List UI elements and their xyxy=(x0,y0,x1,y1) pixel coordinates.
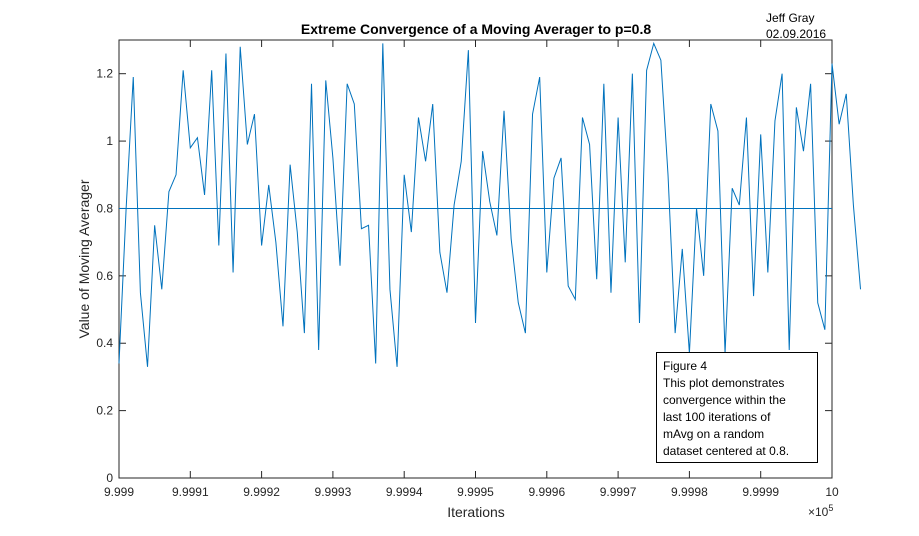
x-axis-exponent: ×105 xyxy=(808,503,833,519)
annotation-line: last 100 iterations of xyxy=(663,410,771,424)
annotation-line: mAvg on a random xyxy=(663,427,765,441)
y-tick-label: 0.2 xyxy=(96,404,113,418)
x-tick-label: 9.9999 xyxy=(742,485,779,499)
x-tick-label: 9.999 xyxy=(104,485,134,499)
y-tick-label: 1.2 xyxy=(96,67,113,81)
x-axis-exponent-base: ×10 xyxy=(808,505,829,519)
annotation-line: convergence within the xyxy=(663,393,786,407)
x-tick-label: 9.9997 xyxy=(600,485,637,499)
y-tick-label: 0.6 xyxy=(96,269,113,283)
author-name: Jeff Gray xyxy=(766,11,814,25)
chart-title: Extreme Convergence of a Moving Averager… xyxy=(301,21,651,37)
x-tick-label: 10 xyxy=(825,485,839,499)
y-tick-label: 0.8 xyxy=(96,201,113,215)
x-tick-label: 9.9991 xyxy=(172,485,209,499)
x-tick-label: 9.9995 xyxy=(457,485,494,499)
y-axis-tick-labels: 0 0.2 0.4 0.6 0.8 1 1.2 xyxy=(96,67,113,485)
y-axis-label: Value of Moving Averager xyxy=(76,179,92,338)
annotation-line: dataset centered at 0.8. xyxy=(663,444,790,458)
x-axis-exponent-power: 5 xyxy=(828,503,833,513)
annotation-box: Figure 4 This plot demonstrates converge… xyxy=(656,352,818,463)
x-axis-label: Iterations xyxy=(447,504,505,520)
annotation-line: This plot demonstrates xyxy=(663,376,785,390)
y-tick-label: 1 xyxy=(106,134,113,148)
x-tick-label: 9.9998 xyxy=(671,485,708,499)
y-tick-label: 0.4 xyxy=(96,336,113,350)
x-tick-label: 9.9992 xyxy=(243,485,280,499)
x-tick-label: 9.9996 xyxy=(528,485,565,499)
series-line-moving-average xyxy=(118,41,862,367)
author-date: 02.09.2016 xyxy=(766,27,826,41)
x-tick-label: 9.9993 xyxy=(315,485,352,499)
x-tick-label: 9.9994 xyxy=(386,485,423,499)
x-axis-ticks xyxy=(118,40,833,478)
y-tick-label: 0 xyxy=(106,471,113,485)
annotation-line: Figure 4 xyxy=(663,359,708,373)
x-axis-tick-labels: 9.999 9.9991 9.9992 9.9993 9.9994 9.9995 9.999… xyxy=(104,485,839,499)
